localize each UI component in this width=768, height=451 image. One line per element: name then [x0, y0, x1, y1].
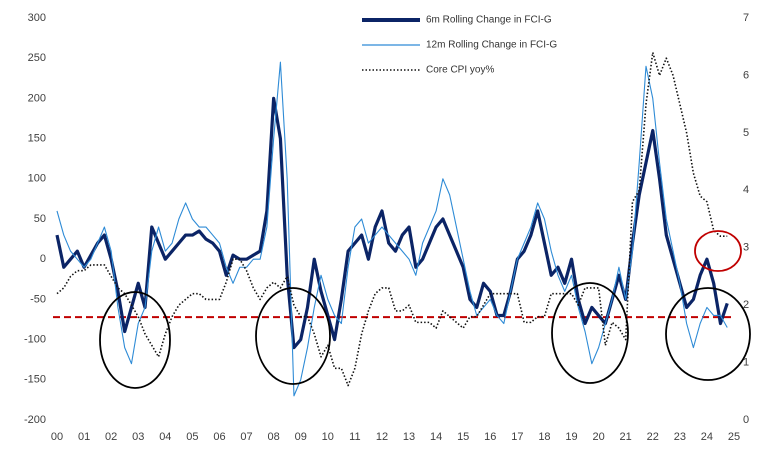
x-tick-label: 15 [457, 431, 469, 443]
series-line [55, 96, 729, 350]
y2-tick-label: 5 [743, 127, 749, 139]
highlight-circle [99, 291, 171, 389]
y-tick-label: -100 [24, 334, 46, 346]
x-tick-label: 16 [484, 431, 496, 443]
highlight-circle [694, 230, 742, 272]
x-tick-label: 11 [349, 431, 360, 443]
x-tick-label: 17 [511, 431, 523, 443]
x-tick-label: 21 [620, 431, 632, 443]
x-tick-label: 12 [376, 431, 388, 443]
plot-area: -200-150-100-500501001502002503000123456… [24, 12, 749, 443]
x-tick-label: 02 [105, 431, 117, 443]
x-tick-label: 05 [186, 431, 198, 443]
x-tick-label: 03 [132, 431, 144, 443]
y2-tick-label: 7 [743, 12, 749, 24]
y2-tick-label: 2 [743, 299, 749, 311]
x-tick-label: 00 [51, 431, 63, 443]
x-tick-label: 18 [538, 431, 550, 443]
x-tick-label: 10 [322, 431, 334, 443]
legend-label: Core CPI yoy% [426, 65, 494, 76]
x-tick-label: 06 [213, 431, 225, 443]
y-tick-label: 150 [28, 133, 46, 145]
x-tick-label: 20 [592, 431, 604, 443]
x-tick-label: 23 [674, 431, 686, 443]
y2-tick-label: 1 [743, 356, 749, 368]
series-line [56, 51, 728, 387]
y-tick-label: -50 [30, 293, 46, 305]
y-tick-label: 0 [40, 253, 46, 265]
x-tick-label: 13 [403, 431, 415, 443]
series-line [56, 61, 728, 397]
y2-tick-label: 4 [743, 184, 749, 196]
y-tick-label: 300 [28, 12, 46, 24]
y2-tick-label: 0 [743, 414, 749, 426]
highlight-circle [551, 282, 629, 384]
highlight-circle [665, 287, 751, 381]
x-tick-label: 07 [240, 431, 252, 443]
y-tick-label: 200 [28, 92, 46, 104]
legend: 6m Rolling Change in FCI-G 12m Rolling C… [362, 15, 557, 76]
y-tick-label: -150 [24, 374, 46, 386]
y-tick-label: 50 [34, 213, 46, 225]
x-tick-label: 19 [565, 431, 577, 443]
y-tick-label: 100 [28, 173, 46, 185]
legend-label: 12m Rolling Change in FCI-G [426, 40, 557, 51]
x-tick-label: 08 [268, 431, 280, 443]
x-tick-label: 01 [78, 431, 90, 443]
y2-tick-label: 3 [743, 242, 749, 254]
x-tick-label: 04 [159, 431, 171, 443]
y-tick-label: -200 [24, 414, 46, 426]
x-tick-label: 14 [430, 431, 442, 443]
y-tick-label: 250 [28, 52, 46, 64]
x-tick-label: 24 [701, 431, 713, 443]
legend-label: 6m Rolling Change in FCI-G [426, 15, 552, 26]
x-tick-label: 25 [728, 431, 740, 443]
highlight-circle [255, 287, 331, 385]
annotations [99, 230, 751, 389]
x-tick-label: 09 [295, 431, 307, 443]
y2-tick-label: 6 [743, 69, 749, 81]
x-tick-label: 22 [647, 431, 659, 443]
